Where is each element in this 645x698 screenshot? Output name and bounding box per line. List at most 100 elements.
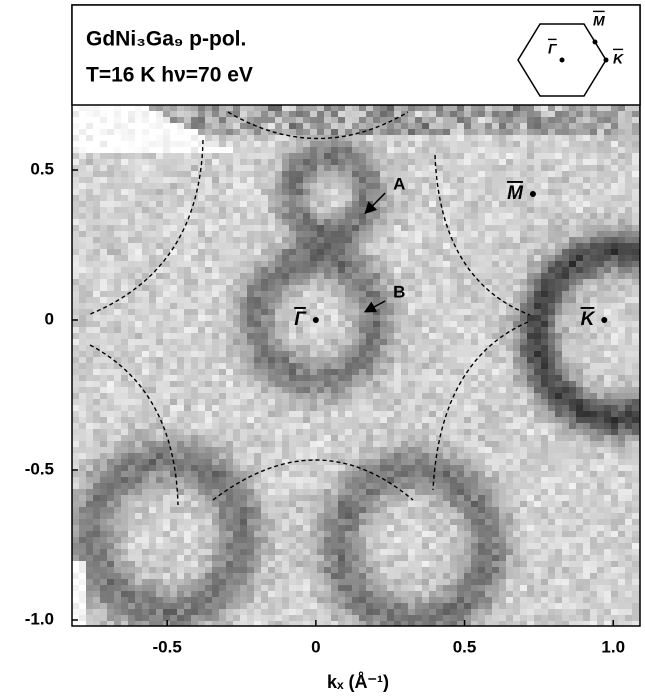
intensity-cell [149,369,156,375]
intensity-cell [219,303,226,309]
intensity-cell [198,447,205,453]
intensity-cell [107,147,114,153]
intensity-cell [471,351,478,357]
intensity-cell [156,369,163,375]
intensity-cell [408,303,415,309]
intensity-cell [212,447,219,453]
intensity-cell [527,423,534,429]
intensity-cell [338,393,345,399]
intensity-cell [219,423,226,429]
intensity-cell [184,333,191,339]
intensity-cell [506,411,513,417]
intensity-cell [548,117,555,123]
intensity-cell [569,165,576,171]
intensity-cell [100,129,107,135]
intensity-cell [324,345,331,351]
intensity-cell [387,105,394,111]
intensity-cell [478,369,485,375]
intensity-cell [233,327,240,333]
intensity-cell [576,177,583,183]
intensity-cell [387,273,394,279]
intensity-cell [205,369,212,375]
intensity-cell [324,447,331,453]
intensity-cell [583,189,590,195]
intensity-cell [457,165,464,171]
intensity-cell [415,189,422,195]
intensity-cell [93,249,100,255]
intensity-cell [527,309,534,315]
intensity-cell [156,207,163,213]
intensity-cell [387,147,394,153]
intensity-cell [317,339,324,345]
intensity-cell [282,291,289,297]
intensity-cell [569,237,576,243]
intensity-cell [191,273,198,279]
intensity-cell [548,141,555,147]
intensity-cell [86,105,93,111]
intensity-cell [345,249,352,255]
intensity-cell [632,111,639,117]
intensity-cell [576,447,583,453]
intensity-cell [226,327,233,333]
intensity-cell [632,447,639,453]
intensity-cell [212,147,219,153]
intensity-cell [506,135,513,141]
intensity-cell [408,399,415,405]
intensity-cell [436,135,443,141]
intensity-cell [625,213,632,219]
intensity-cell [373,393,380,399]
intensity-cell [184,321,191,327]
intensity-cell [618,147,625,153]
intensity-cell [79,237,86,243]
intensity-cell [114,411,121,417]
intensity-cell [457,447,464,453]
intensity-cell [205,159,212,165]
intensity-cell [583,117,590,123]
intensity-cell [506,453,513,459]
intensity-cell [261,243,268,249]
intensity-cell [541,423,548,429]
intensity-cell [562,111,569,117]
intensity-cell [513,147,520,153]
intensity-cell [226,285,233,291]
intensity-cell [310,387,317,393]
intensity-cell [142,165,149,171]
intensity-cell [345,177,352,183]
intensity-cell [632,393,639,399]
intensity-cell [611,441,618,447]
intensity-cell [114,285,121,291]
intensity-cell [331,243,338,249]
intensity-cell [233,369,240,375]
intensity-cell [212,339,219,345]
intensity-cell [100,339,107,345]
intensity-cell [394,153,401,159]
intensity-cell [345,291,352,297]
intensity-cell [618,189,625,195]
intensity-cell [562,147,569,153]
intensity-cell [107,339,114,345]
intensity-cell [625,219,632,225]
intensity-cell [100,345,107,351]
intensity-cell [79,393,86,399]
intensity-cell [142,243,149,249]
intensity-cell [436,153,443,159]
intensity-cell [282,189,289,195]
intensity-cell [492,171,499,177]
intensity-cell [520,387,527,393]
intensity-cell [632,303,639,309]
intensity-cell [240,273,247,279]
intensity-cell [569,399,576,405]
intensity-cell [359,141,366,147]
intensity-cell [303,381,310,387]
intensity-cell [142,255,149,261]
intensity-cell [317,159,324,165]
intensity-cell [149,183,156,189]
intensity-cell [317,381,324,387]
intensity-cell [107,453,114,459]
intensity-cell [317,231,324,237]
intensity-cell [310,285,317,291]
intensity-cell [79,111,86,117]
intensity-cell [359,285,366,291]
intensity-cell [338,177,345,183]
intensity-cell [86,183,93,189]
